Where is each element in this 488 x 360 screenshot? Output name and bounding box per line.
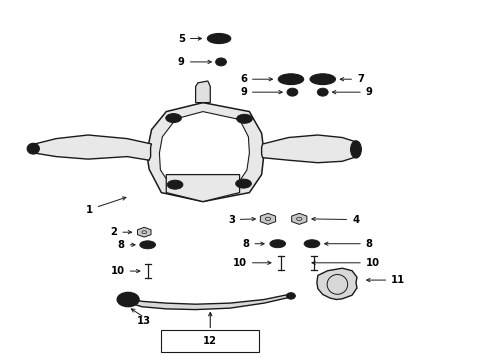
Text: 1: 1 xyxy=(85,197,125,215)
Text: 13: 13 xyxy=(137,316,151,326)
Ellipse shape xyxy=(278,74,303,85)
Polygon shape xyxy=(260,213,275,224)
Polygon shape xyxy=(261,135,356,163)
Text: 9: 9 xyxy=(240,87,282,97)
Text: 2: 2 xyxy=(110,227,131,237)
Ellipse shape xyxy=(235,179,251,188)
Ellipse shape xyxy=(165,113,181,122)
Text: 10: 10 xyxy=(110,266,140,276)
Polygon shape xyxy=(29,135,151,160)
Ellipse shape xyxy=(286,293,295,299)
Text: 8: 8 xyxy=(118,240,135,250)
Text: 9: 9 xyxy=(332,87,372,97)
Text: 9: 9 xyxy=(178,57,211,67)
Polygon shape xyxy=(166,175,239,202)
Ellipse shape xyxy=(140,241,155,249)
Ellipse shape xyxy=(350,141,361,158)
FancyBboxPatch shape xyxy=(161,330,259,352)
Text: 5: 5 xyxy=(178,33,201,44)
Ellipse shape xyxy=(286,88,297,96)
Text: 10: 10 xyxy=(311,258,379,268)
Polygon shape xyxy=(137,227,151,237)
Polygon shape xyxy=(146,103,264,202)
Ellipse shape xyxy=(218,60,223,64)
Ellipse shape xyxy=(213,36,224,41)
Ellipse shape xyxy=(308,242,315,246)
Text: 4: 4 xyxy=(311,215,359,225)
Polygon shape xyxy=(159,112,249,193)
Text: 3: 3 xyxy=(227,215,255,225)
Ellipse shape xyxy=(304,240,319,248)
Ellipse shape xyxy=(289,90,294,94)
Polygon shape xyxy=(195,81,210,103)
Text: 7: 7 xyxy=(340,74,363,84)
Text: 6: 6 xyxy=(240,74,272,84)
Ellipse shape xyxy=(167,180,183,189)
Ellipse shape xyxy=(236,114,252,123)
Text: 11: 11 xyxy=(366,275,405,285)
Ellipse shape xyxy=(269,240,285,248)
Ellipse shape xyxy=(274,242,281,246)
Ellipse shape xyxy=(320,90,325,94)
Ellipse shape xyxy=(309,74,335,85)
Ellipse shape xyxy=(285,77,296,82)
Polygon shape xyxy=(127,294,290,310)
Ellipse shape xyxy=(317,88,327,96)
Ellipse shape xyxy=(117,292,139,307)
Text: 12: 12 xyxy=(203,336,217,346)
Polygon shape xyxy=(316,268,356,300)
Ellipse shape xyxy=(122,296,133,303)
Ellipse shape xyxy=(27,143,39,154)
Ellipse shape xyxy=(316,77,328,82)
Ellipse shape xyxy=(215,58,226,66)
Text: 8: 8 xyxy=(242,239,264,249)
Ellipse shape xyxy=(207,33,230,44)
Text: 8: 8 xyxy=(324,239,372,249)
Polygon shape xyxy=(291,213,306,224)
Text: 10: 10 xyxy=(232,258,270,268)
Ellipse shape xyxy=(144,243,151,247)
